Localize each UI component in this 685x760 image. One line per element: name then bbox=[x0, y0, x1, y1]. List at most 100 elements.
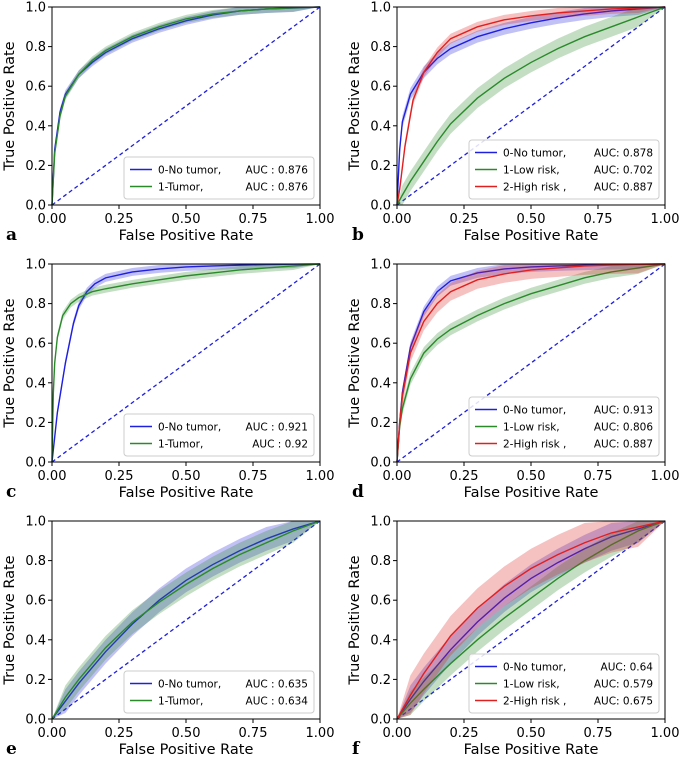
legend-auc-label: AUC: 0.675 bbox=[594, 696, 653, 708]
x-axis-label: False Positive Rate bbox=[119, 742, 254, 758]
x-tick-label: 1.00 bbox=[651, 726, 680, 741]
y-tick-label: 0.4 bbox=[370, 119, 391, 134]
legend-series-name: 1-Tumor, bbox=[158, 439, 203, 451]
confidence-band-green bbox=[52, 521, 320, 719]
legend-series-name: 2-High risk , bbox=[503, 439, 566, 451]
x-tick-label: 0.00 bbox=[383, 212, 412, 227]
x-tick-label: 0.25 bbox=[450, 212, 479, 227]
y-tick-label: 0.0 bbox=[370, 456, 391, 471]
roc-curve-green bbox=[396, 6, 666, 206]
y-tick-label: 0.2 bbox=[25, 416, 46, 431]
y-tick-label: 0.8 bbox=[370, 297, 391, 312]
legend-series-name: 0-No tumor, bbox=[158, 422, 221, 434]
legend-auc-label: AUC: 0.64 bbox=[601, 662, 654, 674]
y-tick-label: 0.2 bbox=[25, 159, 46, 174]
legend-auc-label: AUC: 0.579 bbox=[594, 679, 653, 691]
legend-series-name: 1-Tumor, bbox=[158, 182, 203, 194]
roc-panel-c: 0.00 0.25 0.50 0.75 1.00 0.0 0.2 0.4 0.6 0.8 1.0 Fa… bbox=[2, 258, 334, 503]
legend: 0-No tumor, AUC : 0.635 1-Tumor, AUC : 0.63… bbox=[123, 670, 315, 714]
confidence-band-green bbox=[397, 7, 665, 205]
roc-curve-red bbox=[396, 520, 666, 720]
legend-series-name: 0-No tumor, bbox=[158, 165, 221, 177]
y-tick-label: 1.0 bbox=[25, 515, 46, 530]
legend: 0-No tumor, AUC : 0.876 1-Tumor, AUC : 0.87… bbox=[123, 156, 315, 200]
x-tick-label: 0.75 bbox=[239, 726, 268, 741]
y-tick-label: 0.0 bbox=[25, 199, 46, 214]
panel-letter-f: f bbox=[352, 739, 361, 759]
y-tick-label: 0.4 bbox=[25, 376, 46, 391]
y-axis-label: True Positive Rate bbox=[347, 41, 363, 171]
roc-curve-red bbox=[396, 6, 666, 206]
y-tick-label: 0.6 bbox=[370, 80, 391, 95]
roc-curve-red bbox=[396, 263, 666, 463]
x-tick-label: 0.00 bbox=[383, 469, 412, 484]
y-tick-label: 1.0 bbox=[370, 1, 391, 16]
y-tick-label: 1.0 bbox=[25, 258, 46, 273]
y-axis-label: True Positive Rate bbox=[2, 555, 18, 685]
legend-series-name: 0-No tumor, bbox=[503, 148, 566, 160]
x-tick-label: 0.25 bbox=[105, 212, 134, 227]
y-tick-label: 1.0 bbox=[370, 515, 391, 530]
x-tick-label: 0.00 bbox=[383, 726, 412, 741]
y-tick-label: 0.2 bbox=[370, 416, 391, 431]
confidence-band-red bbox=[397, 521, 665, 719]
panel-letter-d: d bbox=[352, 482, 364, 502]
legend-auc-label: AUC : 0.634 bbox=[246, 696, 309, 708]
confidence-band-blue bbox=[52, 521, 320, 719]
y-tick-label: 0.6 bbox=[25, 337, 46, 352]
x-axis-label: False Positive Rate bbox=[464, 742, 599, 758]
y-tick-label: 0.4 bbox=[370, 633, 391, 648]
roc-curve-blue bbox=[51, 263, 321, 463]
legend-auc-label: AUC : 0.876 bbox=[246, 165, 309, 177]
legend-auc-label: AUC : 0.92 bbox=[252, 439, 308, 451]
x-tick-label: 0.75 bbox=[239, 212, 268, 227]
legend-box bbox=[123, 156, 315, 200]
y-tick-label: 0.2 bbox=[370, 673, 391, 688]
y-tick-label: 0.4 bbox=[370, 376, 391, 391]
x-axis-label: False Positive Rate bbox=[464, 485, 599, 501]
x-axis-label: False Positive Rate bbox=[119, 485, 254, 501]
y-tick-label: 0.6 bbox=[25, 594, 46, 609]
legend-series-name: 0-No tumor, bbox=[503, 662, 566, 674]
x-tick-label: 0.50 bbox=[172, 726, 201, 741]
legend-series-name: 0-No tumor, bbox=[503, 405, 566, 417]
legend-series-name: 1-Tumor, bbox=[158, 696, 203, 708]
y-tick-label: 0.8 bbox=[25, 40, 46, 55]
legend: 0-No tumor, AUC : 0.921 1-Tumor, AUC : 0.92 bbox=[123, 413, 315, 457]
x-tick-label: 0.00 bbox=[38, 726, 67, 741]
y-tick-label: 0.8 bbox=[370, 40, 391, 55]
y-tick-label: 0.2 bbox=[370, 159, 391, 174]
x-tick-label: 1.00 bbox=[306, 469, 335, 484]
y-tick-label: 0.0 bbox=[370, 713, 391, 728]
legend-auc-label: AUC : 0.635 bbox=[246, 679, 308, 691]
roc-curve-green bbox=[396, 520, 666, 720]
y-tick-label: 0.8 bbox=[25, 554, 46, 569]
x-tick-label: 0.50 bbox=[172, 212, 201, 227]
legend-auc-label: AUC: 0.887 bbox=[594, 182, 653, 194]
x-tick-label: 0.00 bbox=[38, 212, 67, 227]
x-axis-label: False Positive Rate bbox=[119, 228, 254, 244]
legend-series-name: 2-High risk , bbox=[503, 696, 566, 708]
panel-letter-e: e bbox=[6, 739, 17, 759]
y-tick-label: 0.0 bbox=[25, 456, 46, 471]
y-axis-label: True Positive Rate bbox=[347, 555, 363, 685]
roc-curve-blue bbox=[51, 520, 321, 720]
roc-curve-green bbox=[396, 263, 666, 463]
roc-panel-a: 0.00 0.25 0.50 0.75 1.00 0.0 0.2 0.4 0.6 0.8 1.0 Fa… bbox=[2, 1, 334, 246]
confidence-band-blue bbox=[397, 521, 665, 719]
y-tick-label: 0.6 bbox=[370, 337, 391, 352]
roc-panel-d: 0.00 0.25 0.50 0.75 1.00 0.0 0.2 0.4 0.6 0.8 1.0 Fa… bbox=[347, 258, 679, 503]
panel-letter-a: a bbox=[6, 225, 17, 245]
legend-box bbox=[468, 396, 660, 457]
y-tick-label: 0.0 bbox=[370, 199, 391, 214]
x-tick-label: 0.75 bbox=[239, 469, 268, 484]
legend-box bbox=[468, 139, 660, 200]
legend-auc-label: AUC : 0.876 bbox=[246, 182, 309, 194]
legend-auc-label: AUC: 0.878 bbox=[594, 148, 653, 160]
legend-series-name: 1-Low risk, bbox=[503, 679, 560, 691]
x-tick-label: 1.00 bbox=[651, 469, 680, 484]
confidence-band-green bbox=[397, 521, 665, 719]
x-tick-label: 0.75 bbox=[584, 726, 613, 741]
roc-curve-green bbox=[51, 6, 321, 206]
